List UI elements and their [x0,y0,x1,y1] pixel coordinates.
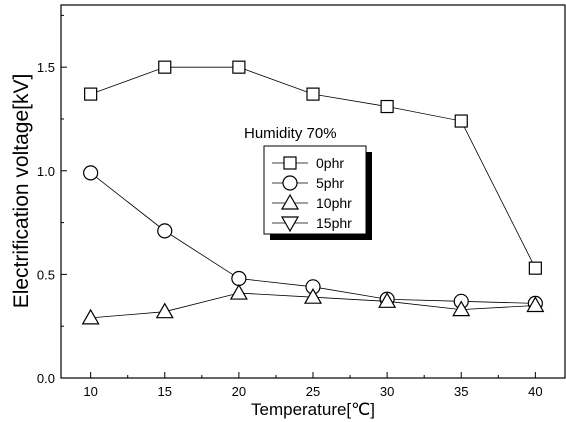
legend-label: 5phr [316,175,344,191]
legend-label: 15phr [316,215,352,231]
data-point [303,287,323,304]
legend-marker [282,175,298,191]
legend-item: 0phr [272,155,344,171]
legend-marker [280,193,300,210]
x-tick-label: 20 [232,384,246,399]
data-point [528,261,542,275]
x-tick-label: 15 [158,384,172,399]
data-point [158,60,172,74]
data-point [157,223,173,239]
data-point [84,87,98,101]
data-point [526,296,545,313]
data-point [454,114,468,128]
legend-marker [283,156,297,170]
y-axis-title: Electrification voltage[kV] [10,74,33,309]
data-point [229,283,248,300]
legend: 0phr 5phr 10phr 15phr [263,145,372,240]
legend-item: 10phr [272,193,352,211]
data-point [155,302,174,319]
data-point [306,87,320,101]
y-axis: 0.0 0.5 1.0 1.5 [37,14,67,386]
x-tick-label: 10 [83,384,97,399]
legend-label: 0phr [316,155,344,171]
x-axis-title: Temperature[℃] [251,400,375,419]
legend-marker [280,216,300,233]
y-tick-label: 0.0 [37,371,55,386]
humidity-annotation: Humidity 70% [244,125,337,142]
x-axis: 10 15 20 25 30 35 40 [83,372,543,399]
y-tick-label: 1.0 [37,164,55,179]
series-10phr [81,283,545,325]
data-point [452,300,471,317]
legend-item: 5phr [272,175,344,191]
data-point [378,292,397,308]
data-point [81,308,100,325]
legend-items: 0phr 5phr 10phr 15phr [272,155,352,233]
x-tick-label: 25 [306,384,320,399]
data-point [380,99,394,114]
legend-item: 15phr [272,215,352,233]
data-point [232,60,246,74]
series-0phr [84,60,542,275]
series-layer [81,60,545,325]
x-tick-label: 30 [380,384,394,399]
legend-label: 10phr [316,195,352,211]
data-point [231,270,247,287]
data-point [83,165,99,181]
x-tick-label: 35 [454,384,468,399]
y-tick-label: 1.5 [37,60,55,75]
x-tick-label: 40 [528,384,542,399]
y-tick-label: 0.5 [37,267,55,282]
legend-box [263,145,367,235]
